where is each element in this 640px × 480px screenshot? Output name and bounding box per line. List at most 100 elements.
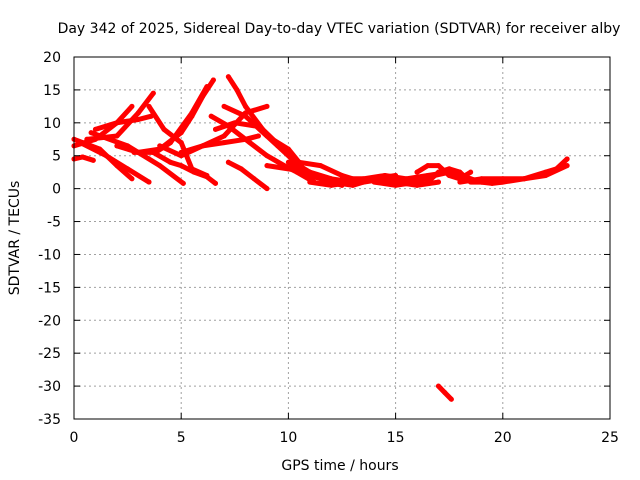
data-point	[114, 143, 120, 149]
data-point	[255, 133, 261, 139]
data-point	[264, 103, 270, 109]
series-line	[225, 159, 270, 192]
data-point	[90, 157, 96, 163]
y-tick-label: 15	[43, 83, 61, 99]
data-point	[189, 110, 195, 116]
data-point	[167, 159, 173, 165]
data-point	[213, 180, 219, 186]
plot-frame	[73, 56, 611, 420]
data-point	[178, 163, 184, 169]
data-point	[225, 159, 231, 165]
data-point	[243, 103, 249, 109]
data-point	[150, 149, 156, 155]
x-tick-label: 0	[70, 430, 79, 446]
data-point	[146, 179, 152, 185]
data-point	[161, 126, 167, 132]
data-point	[129, 176, 135, 182]
data-point	[88, 130, 94, 136]
data-point	[468, 169, 474, 175]
data-point	[114, 133, 120, 139]
y-tick-label: -20	[38, 313, 61, 329]
data-point	[264, 186, 270, 192]
y-tick-label: 0	[52, 182, 61, 198]
series-line	[114, 77, 216, 155]
data-point	[296, 159, 302, 165]
data-point	[234, 87, 240, 93]
data-point	[564, 163, 570, 169]
data-series-track-18	[225, 159, 270, 192]
data-point	[457, 169, 463, 175]
data-point	[225, 74, 231, 80]
data-point	[521, 176, 527, 182]
data-point	[157, 163, 163, 169]
data-point	[478, 179, 484, 185]
data-point	[167, 140, 173, 146]
data-point	[114, 120, 120, 126]
data-point	[204, 84, 210, 90]
data-point	[285, 159, 291, 165]
axis-ticks: 0 5 10 15 20 25 20 15 10 5 0 -5 -10 -15 -20 -25 -30 -35	[38, 50, 619, 446]
x-tick-label: 10	[279, 430, 297, 446]
data-point	[103, 153, 109, 159]
grid-lines	[74, 57, 610, 419]
data-point	[146, 103, 152, 109]
data-point	[125, 166, 131, 172]
data-series-track-11	[150, 149, 219, 186]
y-tick-label: 10	[43, 116, 61, 132]
y-tick-label: -5	[47, 215, 61, 231]
data-point	[204, 174, 210, 180]
data-series-track-7	[92, 113, 154, 132]
data-point	[243, 113, 249, 119]
data-point	[238, 166, 244, 172]
data-point	[221, 133, 227, 139]
data-point	[500, 179, 506, 185]
y-tick-label: -35	[38, 412, 61, 428]
data-point	[208, 113, 214, 119]
data-point	[251, 176, 257, 182]
data-point	[446, 172, 452, 178]
y-tick-label: -15	[38, 280, 61, 296]
data-point	[264, 163, 270, 169]
y-tick-label: -25	[38, 346, 61, 362]
data-series-track-29	[478, 163, 570, 185]
data-point	[435, 163, 441, 169]
data-point	[307, 172, 313, 178]
data-point	[285, 166, 291, 172]
data-point	[80, 154, 86, 160]
data-point	[150, 90, 156, 96]
data-point	[221, 103, 227, 109]
data-point	[425, 179, 431, 185]
series-line	[92, 113, 154, 132]
series-line	[77, 140, 152, 185]
y-tick-label: -30	[38, 379, 61, 395]
data-point	[264, 133, 270, 139]
data-point	[382, 172, 388, 178]
data-point	[191, 169, 197, 175]
data-point	[247, 140, 253, 146]
data-point	[414, 179, 420, 185]
series-line	[71, 103, 135, 149]
data-point	[425, 163, 431, 169]
data-point	[221, 140, 227, 146]
data-point	[457, 179, 463, 185]
x-axis-label: GPS time / hours	[281, 458, 398, 474]
data-point	[307, 179, 313, 185]
data-point	[543, 172, 549, 178]
data-point	[328, 182, 334, 188]
data-series-track-9	[131, 84, 210, 155]
data-point	[414, 169, 420, 175]
y-tick-label: -10	[38, 247, 61, 263]
x-tick-label: 20	[494, 430, 512, 446]
y-tick-label: 5	[52, 149, 61, 165]
data-series-track-6	[84, 90, 156, 142]
data-point	[135, 110, 141, 116]
data-point	[178, 149, 184, 155]
data-point	[232, 120, 238, 126]
y-tick-label: 20	[43, 50, 61, 66]
data-point	[435, 383, 441, 389]
data-point	[285, 146, 291, 152]
data-point	[448, 396, 454, 402]
data-point	[360, 176, 366, 182]
data-point	[393, 182, 399, 188]
